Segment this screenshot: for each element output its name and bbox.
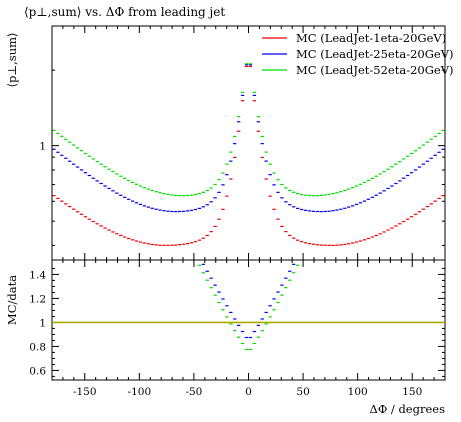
ratio-y-tick-label: 0.8 [29, 341, 46, 353]
ratio-y-axis-label: MC/data [5, 275, 19, 325]
x-tick-label: -150 [73, 386, 97, 398]
ratio-y-tick-label: 0.6 [29, 365, 46, 377]
ratio-y-tick-label: 1.4 [29, 269, 46, 281]
main-y-tick-label: 1 [39, 141, 46, 153]
series-1 [52, 65, 445, 246]
x-tick-label: 50 [296, 386, 309, 398]
series-3 [52, 63, 445, 197]
main-series-group [52, 63, 445, 246]
main-y-axis-label: ⟨p⊥,sum⟩ [5, 32, 19, 87]
chart-title: ⟨p⊥,sum⟩ vs. ΔΦ from leading jet [24, 5, 225, 19]
x-axis-label: ΔΦ / degrees [370, 402, 446, 416]
ratio-y-tick-label: 1 [39, 317, 46, 329]
legend-entry-2: MC (LeadJet-25eta-20GeV) [296, 47, 454, 61]
legend-entry-1: MC (LeadJet-1eta-20GeV) [296, 31, 446, 45]
ratio-y-tick-label: 1.2 [29, 293, 46, 305]
main-panel: ⟨p⊥,sum⟩ 1 [5, 25, 446, 261]
series-2 [52, 64, 445, 213]
x-tick-label: 100 [348, 386, 368, 398]
x-tick-label: -100 [128, 386, 152, 398]
main-y-ticks: 1 [39, 69, 445, 246]
x-ticks: -150 -100 -50 0 50 100 150 [51, 26, 446, 398]
ratio-panel-frame [51, 259, 446, 381]
legend: MC (LeadJet-1eta-20GeV) MC (LeadJet-25eta… [262, 31, 454, 77]
x-tick-label: 0 [245, 386, 252, 398]
x-tick-label: 150 [402, 386, 422, 398]
ratio-series-2 [201, 263, 296, 339]
main-panel-frame [51, 25, 446, 261]
ratio-series-3 [197, 264, 300, 351]
ratio-panel: MC/data 0.6 0.8 1 1.2 1.4 [5, 259, 446, 381]
ratio-series-group [52, 263, 445, 351]
legend-entry-3: MC (LeadJet-52eta-20GeV) [296, 63, 454, 77]
x-tick-label: -50 [185, 386, 202, 398]
